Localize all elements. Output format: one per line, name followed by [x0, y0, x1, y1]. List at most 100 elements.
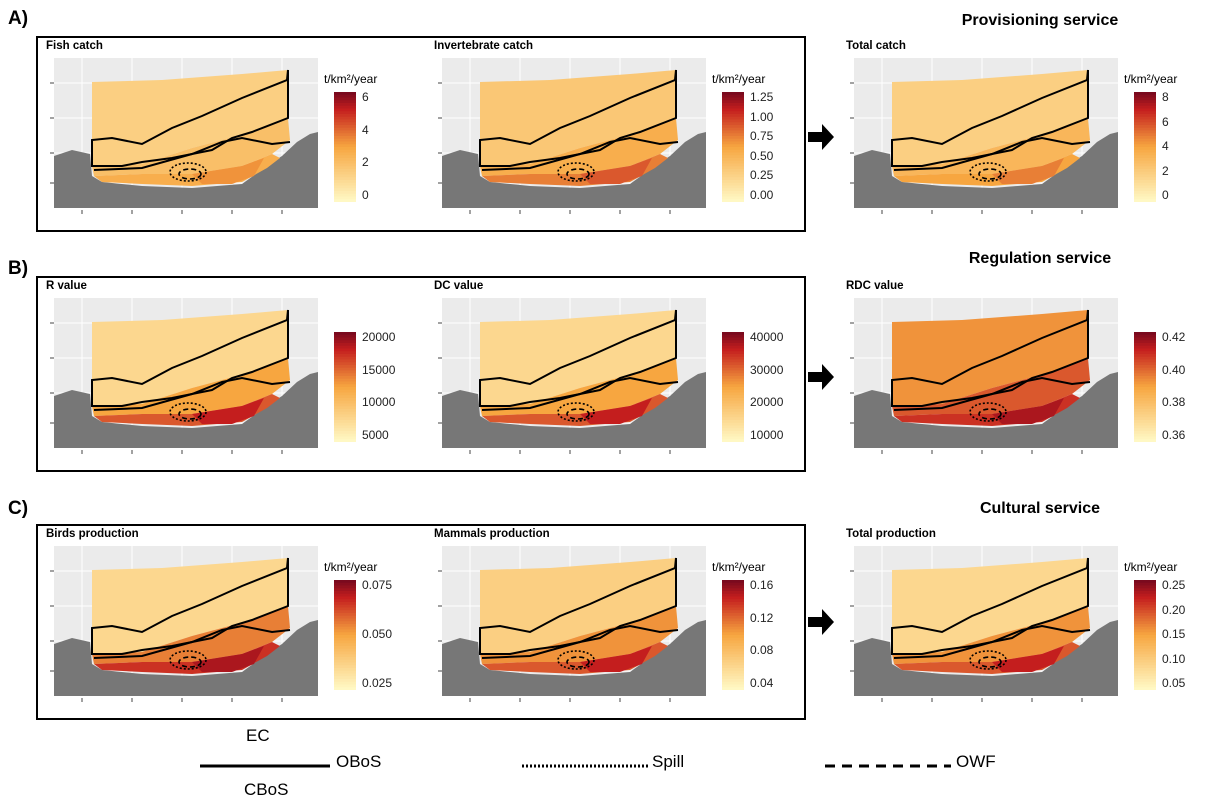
- colorbar-step: [722, 403, 744, 407]
- colorbar-step: [1134, 367, 1156, 371]
- map-plot: [850, 58, 1118, 214]
- colorbar-step: [334, 588, 356, 592]
- boundary-ec: [91, 309, 289, 407]
- colorbar-step: [334, 354, 356, 358]
- colorbar-step: [1134, 348, 1156, 352]
- colorbar-step: [1134, 599, 1156, 603]
- colorbar-step: [334, 337, 356, 341]
- colorbar-step: [334, 196, 356, 200]
- colorbar-step: [334, 169, 356, 173]
- land-area: [54, 132, 318, 208]
- colorbar-step: [722, 670, 744, 674]
- legend-spill-label: Spill: [652, 752, 685, 771]
- colorbar-step: [334, 679, 356, 683]
- colorbar-step: [334, 637, 356, 641]
- boundary-cbos: [481, 624, 679, 659]
- colorbar-step: [334, 398, 356, 402]
- colorbar: [334, 92, 356, 202]
- colorbar-unit-label: t/km²/year: [712, 72, 766, 86]
- legend-obos-label: OBoS: [336, 752, 382, 771]
- boundary-cbos: [481, 376, 679, 411]
- colorbar-step: [334, 580, 356, 584]
- colorbar-step: [722, 166, 744, 170]
- region-north: [480, 558, 676, 654]
- colorbar-step: [334, 582, 356, 586]
- colorbar-step: [334, 604, 356, 608]
- colorbar-step: [1134, 169, 1156, 173]
- colorbar-step: [334, 602, 356, 606]
- region-north: [92, 310, 288, 406]
- colorbar-step: [722, 580, 744, 584]
- colorbar-step: [1134, 351, 1156, 355]
- colorbar-step: [722, 417, 744, 421]
- colorbar-step: [722, 334, 744, 338]
- colorbar-step: [334, 348, 356, 352]
- colorbar-step: [1134, 166, 1156, 170]
- colorbar-step: [1134, 425, 1156, 429]
- colorbar-step: [1134, 381, 1156, 385]
- colorbar-step: [334, 676, 356, 680]
- map-plot: [50, 546, 318, 702]
- colorbar-step: [334, 414, 356, 418]
- colorbar-step: [722, 626, 744, 630]
- panel-title: DC value: [434, 280, 484, 292]
- service-title-provisioning: Provisioning service: [961, 12, 1119, 29]
- colorbar-step: [722, 141, 744, 145]
- colorbar-step: [1134, 409, 1156, 413]
- colorbar-step: [334, 376, 356, 380]
- colorbar-step: [722, 643, 744, 647]
- colorbar-step: [1134, 684, 1156, 688]
- colorbar-unit-label: t/km²/year: [324, 72, 378, 86]
- colorbar-step: [722, 665, 744, 669]
- colorbar-step: [334, 654, 356, 658]
- region-middle: [480, 358, 678, 416]
- colorbar-step: [722, 160, 744, 164]
- map-plot: [438, 58, 706, 214]
- colorbar-step: [334, 144, 356, 148]
- colorbar-step: [1134, 373, 1156, 377]
- colorbar-step: [1134, 591, 1156, 595]
- colorbar-step: [334, 632, 356, 636]
- colorbar-step: [722, 370, 744, 374]
- colorbar-step: [1134, 604, 1156, 608]
- colorbar-step: [722, 615, 744, 619]
- panel-title: Fish catch: [46, 40, 103, 52]
- colorbar-step: [722, 648, 744, 652]
- colorbar-step: [722, 362, 744, 366]
- colorbar-step: [722, 629, 744, 633]
- colorbar-step: [1134, 654, 1156, 658]
- colorbar-step: [334, 439, 356, 442]
- colorbar-step: [722, 599, 744, 603]
- region-north: [892, 70, 1088, 166]
- colorbar-step: [334, 141, 356, 145]
- colorbar-step: [1134, 147, 1156, 151]
- colorbar-step: [334, 599, 356, 603]
- region-hotspot: [192, 398, 264, 424]
- colorbar-step: [334, 370, 356, 374]
- colorbar-step: [1134, 185, 1156, 189]
- colorbar-step: [1134, 613, 1156, 617]
- colorbar-step: [722, 422, 744, 426]
- colorbar-step: [722, 436, 744, 440]
- colorbar-step: [722, 180, 744, 184]
- colorbar-step: [334, 607, 356, 611]
- colorbar-step: [334, 381, 356, 385]
- colorbar-step: [1134, 105, 1156, 109]
- region-north: [92, 558, 288, 654]
- colorbar-step: [722, 624, 744, 628]
- spill-outline: [557, 162, 595, 182]
- colorbar: [1134, 92, 1156, 202]
- colorbar-step: [334, 387, 356, 391]
- colorbar-step: [1134, 640, 1156, 644]
- colorbar-tick-label: 0.10: [1162, 651, 1186, 666]
- colorbar-step: [722, 343, 744, 347]
- land-area: [854, 132, 1118, 208]
- colorbar-step: [1134, 387, 1156, 391]
- colorbar-step: [1134, 174, 1156, 178]
- colorbar-tick-label: 0.00: [750, 188, 774, 202]
- colorbar-step: [1134, 191, 1156, 195]
- colorbar-step: [1134, 136, 1156, 140]
- colorbar-step: [1134, 370, 1156, 374]
- colorbar-step: [1134, 384, 1156, 388]
- colorbar-step: [1134, 389, 1156, 393]
